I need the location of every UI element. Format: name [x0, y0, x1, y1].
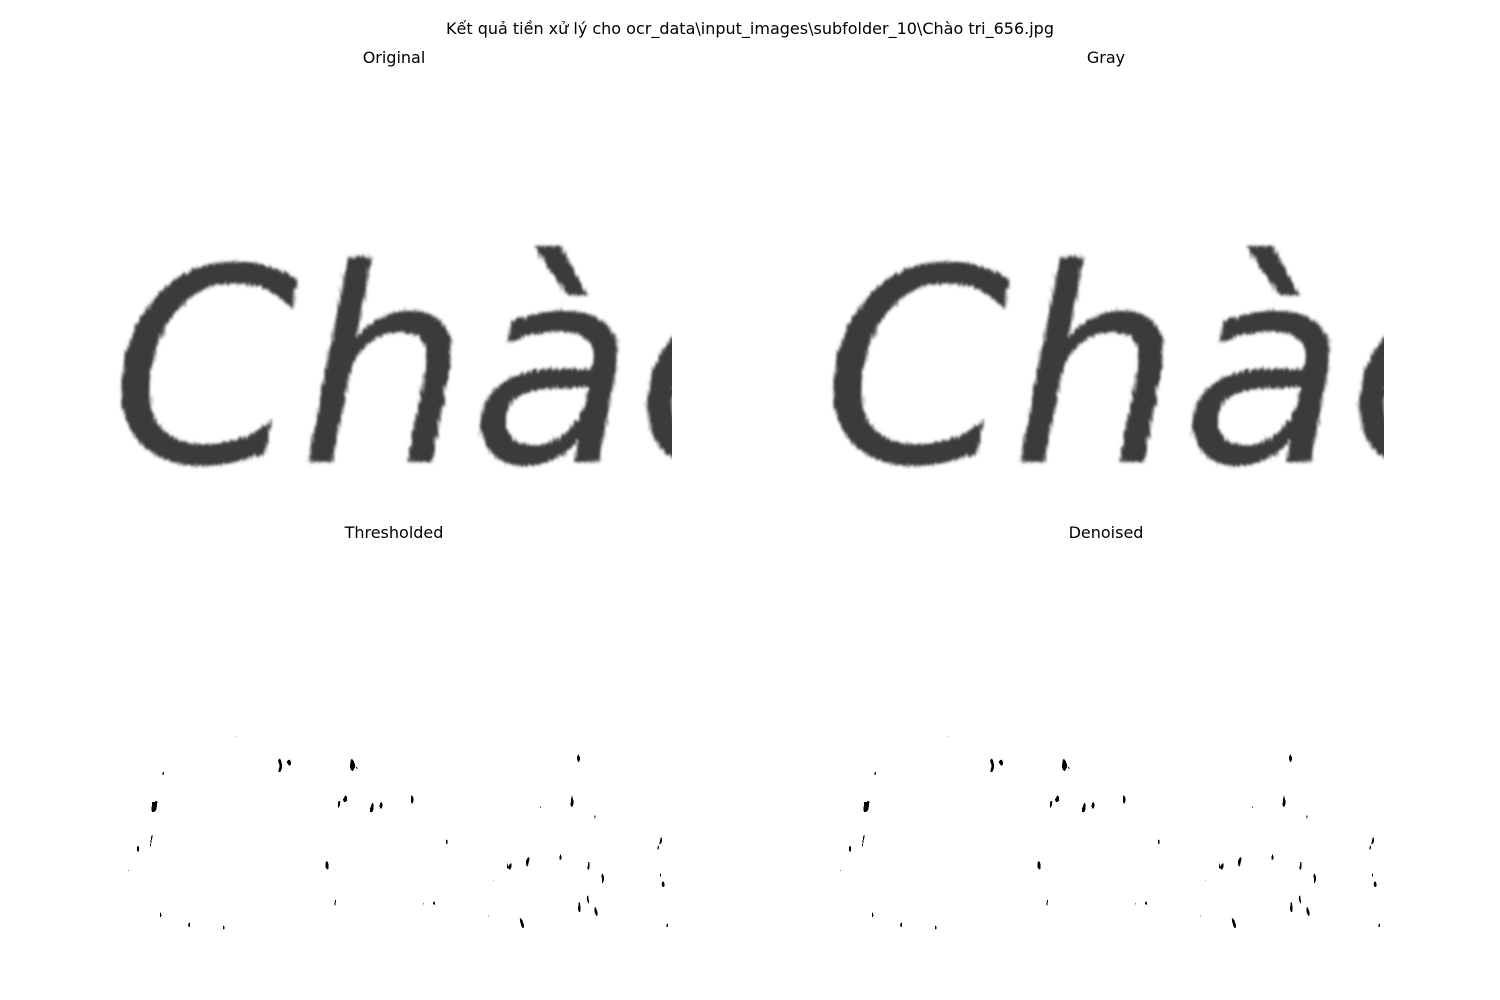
gray-image: Chào tri: [812, 180, 1384, 510]
panel-title-original: Original: [362, 48, 426, 67]
panel-title-gray: Gray: [1086, 48, 1126, 67]
denoised-handwriting: Chào tri: [822, 686, 1384, 985]
thresholded-image: Chào tri: [100, 655, 672, 985]
panel-title-thresholded: Thresholded: [344, 523, 444, 542]
original-handwriting: Chào tri: [110, 211, 672, 510]
thresholded-handwriting: Chào tri: [110, 686, 672, 985]
denoised-image: Chào tri: [812, 655, 1384, 985]
panel-title-denoised: Denoised: [1068, 523, 1144, 542]
gray-handwriting: Chào tri: [822, 211, 1384, 510]
original-image: Chào tri: [100, 180, 672, 510]
figure-suptitle: Kết quả tiền xử lý cho ocr_data\input_im…: [446, 19, 1054, 38]
